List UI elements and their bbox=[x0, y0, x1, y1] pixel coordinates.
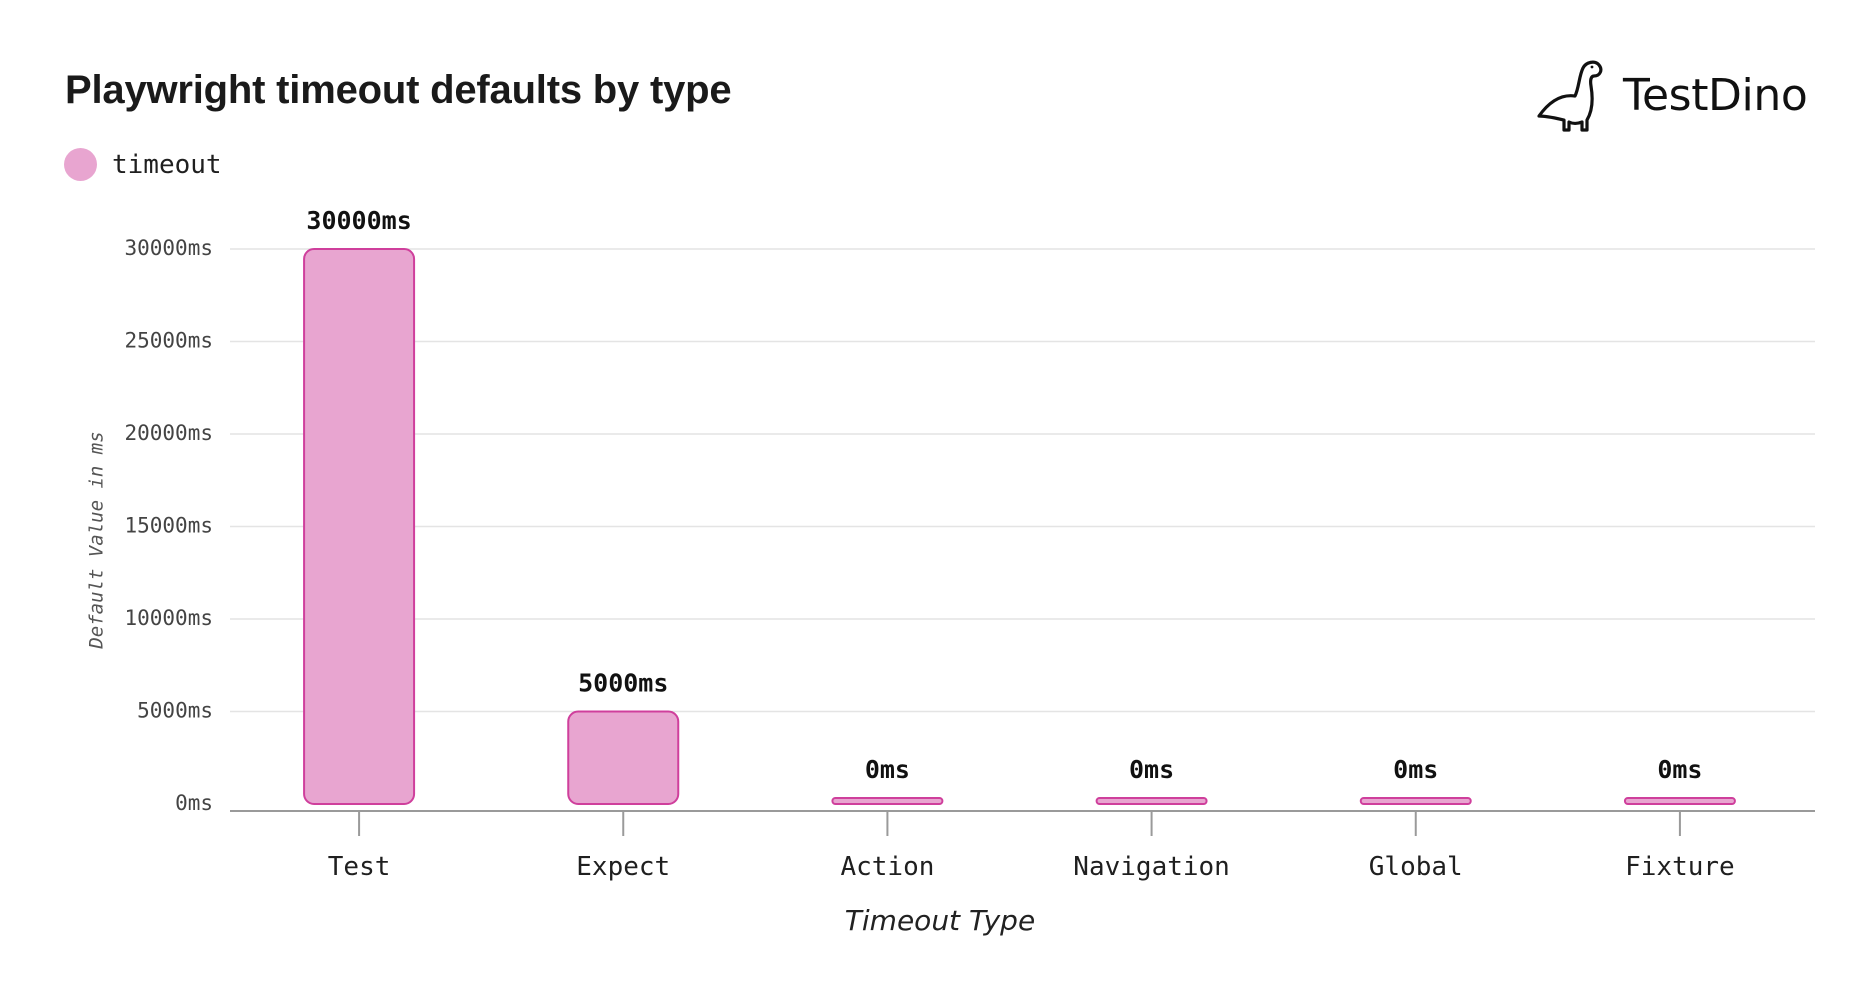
y-tick-label: 5000ms bbox=[137, 699, 213, 723]
legend-swatch bbox=[64, 148, 97, 181]
x-tick-label: Global bbox=[1369, 852, 1463, 882]
bar bbox=[1095, 797, 1208, 805]
bar bbox=[303, 248, 416, 805]
bars: 30000ms 5000ms 0ms 0ms 0ms 0ms bbox=[303, 206, 1736, 805]
y-tick-label: 0ms bbox=[175, 791, 213, 815]
x-tick-label: Fixture bbox=[1625, 852, 1735, 882]
legend-label: timeout bbox=[112, 149, 222, 180]
data-label: 0ms bbox=[1129, 755, 1174, 784]
data-label: 0ms bbox=[865, 755, 910, 784]
data-label: 0ms bbox=[1393, 755, 1438, 784]
bar bbox=[1359, 797, 1472, 805]
axes: 0ms 5000ms 10000ms 15000ms 20000ms 25000ms 300… bbox=[124, 236, 1815, 882]
y-tick-label: 20000ms bbox=[124, 421, 213, 445]
x-tick-label: Action bbox=[840, 852, 934, 882]
data-label: 5000ms bbox=[578, 669, 668, 698]
y-axis-label: Default Value in ms bbox=[86, 431, 108, 649]
y-tick-label: 25000ms bbox=[124, 329, 213, 353]
data-label: 0ms bbox=[1657, 755, 1702, 784]
bar bbox=[831, 797, 944, 805]
legend: timeout bbox=[64, 148, 222, 181]
grid bbox=[230, 248, 1815, 713]
brand-name: TestDino bbox=[1623, 69, 1808, 121]
y-tick-label: 10000ms bbox=[124, 606, 213, 630]
y-tick-label: 15000ms bbox=[124, 514, 213, 538]
x-tick-label: Expect bbox=[576, 852, 670, 882]
data-label: 30000ms bbox=[306, 206, 411, 235]
x-axis-label: Timeout Type bbox=[845, 904, 1035, 937]
bar bbox=[567, 710, 680, 805]
x-tick-label: Test bbox=[328, 852, 391, 882]
bar bbox=[1623, 797, 1736, 805]
x-tick-label: Navigation bbox=[1073, 852, 1230, 882]
y-tick-label: 30000ms bbox=[124, 236, 213, 260]
brand-logo: TestDino bbox=[1535, 58, 1808, 132]
chart-title: Playwright timeout defaults by type bbox=[65, 68, 732, 112]
dino-icon bbox=[1537, 60, 1603, 132]
